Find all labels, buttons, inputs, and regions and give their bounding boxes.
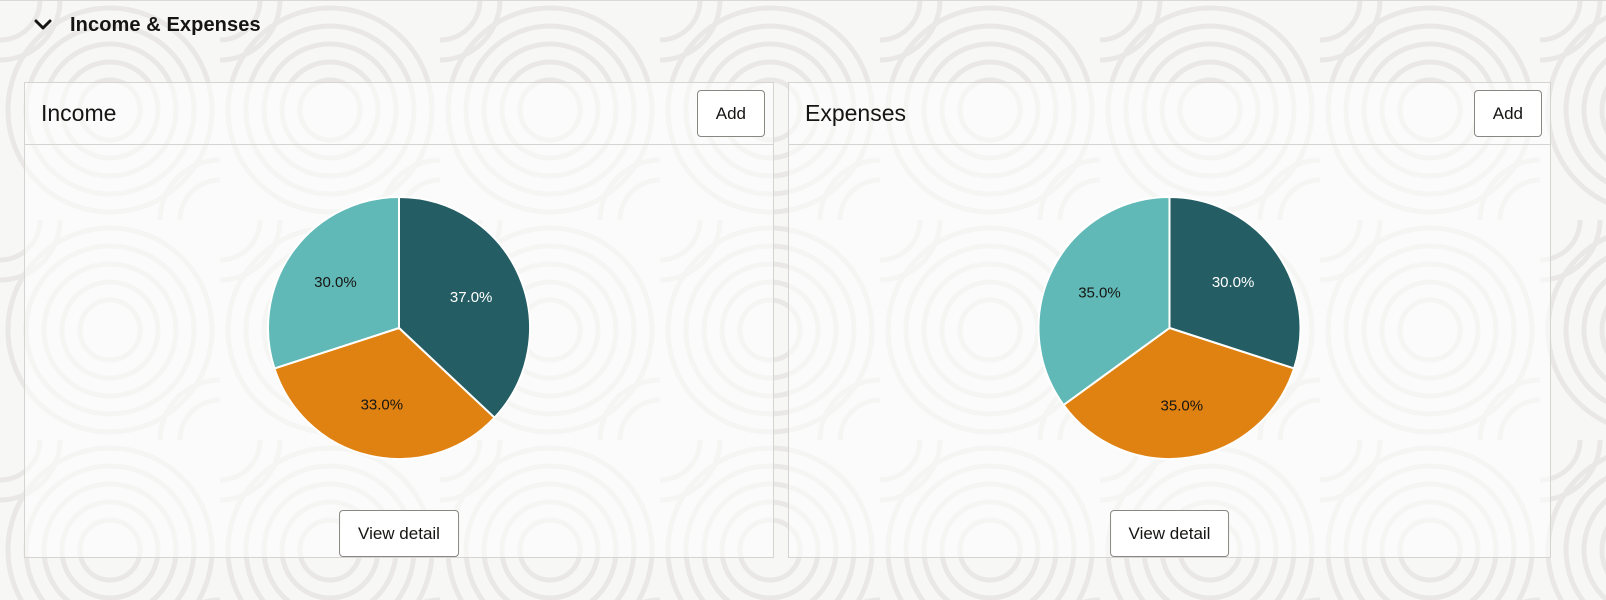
- income-add-button[interactable]: Add: [696, 90, 765, 137]
- income-pie-label-1: 33.0%: [361, 397, 404, 414]
- expenses-pie-slice-1[interactable]: [1062, 326, 1296, 460]
- income-card-header: Income Add: [25, 83, 773, 145]
- expenses-pie-slice-0[interactable]: [1168, 195, 1302, 370]
- expenses-title: Expenses: [805, 100, 907, 126]
- expenses-pie-chart: 30.0% 35.0% 35.0%: [1037, 195, 1302, 460]
- chevron-down-icon[interactable]: [32, 14, 54, 36]
- expenses-card: Expenses Add 30.0% 35.0% 35.0% View detail: [788, 82, 1551, 558]
- income-title: Income: [41, 100, 117, 126]
- expenses-chart-area: 30.0% 35.0% 35.0%: [789, 145, 1550, 510]
- income-pie-label-0: 37.0%: [450, 289, 493, 306]
- expenses-pie-label-1: 35.0%: [1161, 398, 1204, 415]
- income-pie-slice-0[interactable]: [398, 195, 531, 420]
- expenses-add-button[interactable]: Add: [1473, 90, 1542, 137]
- expenses-pie-label-0: 30.0%: [1212, 274, 1255, 291]
- income-chart-area: 37.0% 33.0% 30.0%: [25, 145, 773, 510]
- expenses-pie-slice-2[interactable]: [1037, 195, 1171, 407]
- income-view-detail-button[interactable]: View detail: [339, 510, 459, 557]
- expenses-pie-label-2: 35.0%: [1078, 284, 1121, 301]
- section-header[interactable]: Income & Expenses: [32, 10, 261, 40]
- income-pie-label-2: 30.0%: [314, 274, 357, 291]
- income-card-footer: View detail: [25, 510, 773, 557]
- top-divider: [0, 0, 1606, 1]
- expenses-view-detail-button[interactable]: View detail: [1109, 510, 1230, 557]
- section-title: Income & Expenses: [70, 13, 261, 36]
- income-pie-slice-2[interactable]: [267, 195, 400, 370]
- income-pie-slice-1[interactable]: [273, 326, 496, 460]
- income-pie-chart: 37.0% 33.0% 30.0%: [267, 195, 531, 460]
- income-card: Income Add 37.0% 33.0% 30.0% View detail: [24, 82, 774, 558]
- expenses-card-header: Expenses Add: [789, 83, 1550, 145]
- expenses-card-footer: View detail: [789, 510, 1550, 557]
